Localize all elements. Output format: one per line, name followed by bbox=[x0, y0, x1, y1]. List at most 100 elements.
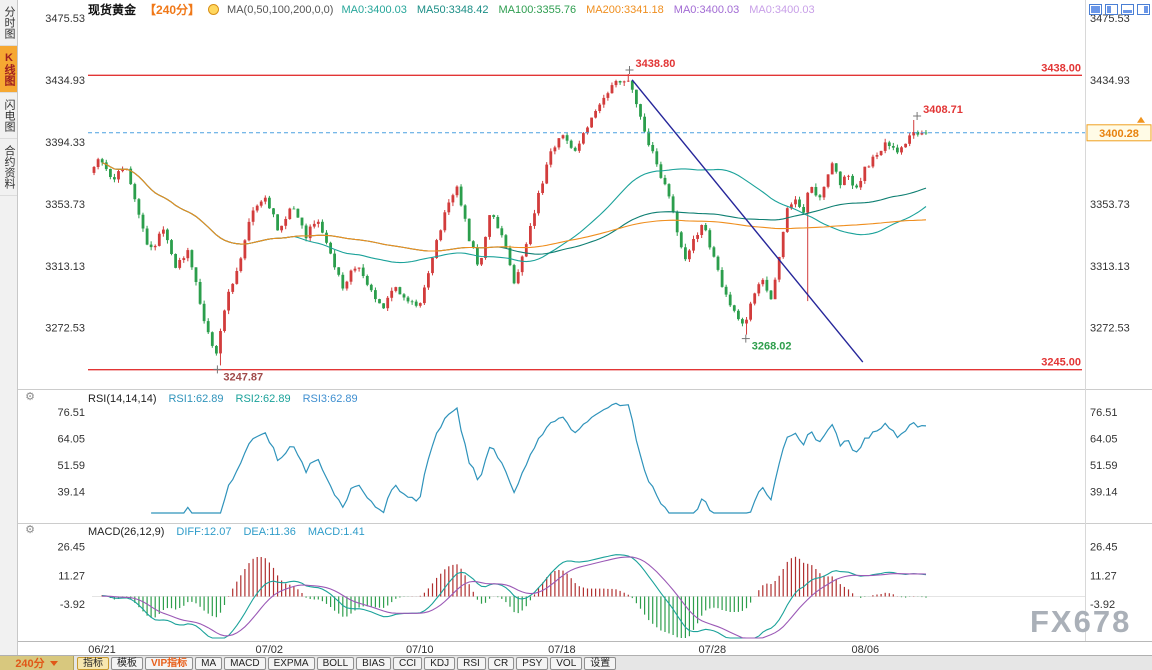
toolbar-button[interactable]: RSI bbox=[457, 656, 486, 670]
rsi-value: RSI3:62.89 bbox=[302, 392, 358, 405]
ma-value: MA100:3355.76 bbox=[498, 3, 577, 16]
axis-label: -3.92 bbox=[1090, 599, 1115, 611]
toolbar-button[interactable]: CR bbox=[487, 656, 515, 670]
axis-label: 39.14 bbox=[1090, 486, 1118, 498]
axis-label: 11.27 bbox=[1090, 570, 1117, 582]
sidebar-tab-3[interactable]: 闪电图 bbox=[0, 93, 17, 139]
toolbar-button[interactable]: 设置 bbox=[584, 656, 617, 670]
ma-values: MA0:3400.03 MA50:3348.42 MA100:3355.76 MA20… bbox=[341, 4, 814, 16]
toolbar-button[interactable]: BOLL bbox=[316, 656, 355, 670]
axis-label: 51.59 bbox=[1090, 460, 1118, 472]
sidebar-tab-2[interactable]: K线图 bbox=[0, 46, 17, 93]
axis-label: 3394.33 bbox=[45, 137, 85, 149]
axis-label: -3.92 bbox=[60, 599, 85, 611]
price-up-arrow-icon bbox=[1137, 116, 1145, 123]
rsi-title: RSI(14,14,14) bbox=[88, 392, 157, 405]
layout-grid-icon[interactable] bbox=[1137, 4, 1150, 15]
sidebar-tab-4[interactable]: 合约资料 bbox=[0, 139, 17, 196]
x-axis-label: 06/21 bbox=[88, 644, 116, 655]
macd-value: DEA:11.36 bbox=[243, 525, 296, 538]
price-line-label: 3438.00 bbox=[1041, 62, 1081, 74]
axis-label: 39.14 bbox=[57, 486, 85, 498]
macd-dea-line bbox=[102, 556, 927, 639]
axis-label: 26.45 bbox=[57, 542, 85, 554]
toolbar-button[interactable]: MACD bbox=[224, 656, 266, 670]
axis-label: 3313.13 bbox=[45, 261, 85, 273]
macd-histogram bbox=[101, 556, 927, 638]
rsi-value: RSI1:62.89 bbox=[168, 392, 224, 405]
rsi-value: RSI2:62.89 bbox=[235, 392, 291, 405]
axis-label: 51.59 bbox=[57, 460, 85, 472]
macd-value: MACD:1.41 bbox=[307, 525, 365, 538]
macd-title: MACD(26,12,9) bbox=[88, 525, 165, 538]
toolbar-button[interactable]: PSY bbox=[516, 656, 549, 670]
period-selector[interactable]: 240分 bbox=[0, 655, 74, 670]
toolbar-button[interactable]: 指标 bbox=[77, 656, 109, 670]
ma-settings-label: MA(0,50,100,200,0,0) bbox=[227, 3, 334, 16]
toolbar-button[interactable]: 模板 bbox=[111, 656, 143, 670]
chart-type-sidebar: 分时图 K线图 闪电图 合约资料 bbox=[0, 0, 18, 670]
layout-single-icon[interactable] bbox=[1089, 4, 1102, 15]
axis-label: 64.05 bbox=[1090, 433, 1118, 445]
axis-label: 64.05 bbox=[57, 433, 85, 445]
x-axis-label: 07/02 bbox=[255, 644, 283, 655]
period-label: 240分 bbox=[15, 658, 45, 670]
x-axis-label: 08/06 bbox=[852, 644, 880, 655]
indicator-buttons: 指标 模板 VIP指标 MA MACD EXPMA BOLL BIAS CCI KDJ RSI CR P… bbox=[77, 656, 617, 670]
price-line-label: 3245.00 bbox=[1041, 357, 1081, 369]
layout-icons-group bbox=[1089, 4, 1150, 15]
axis-label: 3353.73 bbox=[1090, 199, 1130, 211]
price-annotation: 3247.87 bbox=[223, 371, 263, 383]
toolbar-button[interactable]: CCI bbox=[392, 656, 423, 670]
axis-label: 3313.13 bbox=[1090, 261, 1130, 273]
macd-diff-line bbox=[102, 554, 927, 639]
layout-columns-icon[interactable] bbox=[1105, 4, 1118, 15]
axis-label: 3475.53 bbox=[45, 13, 85, 25]
macd-header: MACD(26,12,9) DIFF:12.07 DEA:11.36 MACD:1.… bbox=[88, 525, 365, 538]
rsi-header: RSI(14,14,14) RSI1:62.89 RSI2:62.89 RSI3:6… bbox=[88, 392, 358, 405]
watermark: FX678 bbox=[1030, 604, 1132, 639]
toolbar-button[interactable]: BIAS bbox=[356, 656, 391, 670]
toolbar-button[interactable]: VOL bbox=[550, 656, 583, 670]
period-tag: 【240分】 bbox=[144, 3, 201, 17]
axis-label: 11.27 bbox=[58, 570, 85, 582]
x-axis-label: 07/28 bbox=[699, 644, 727, 655]
toolbar-button[interactable]: MA bbox=[195, 656, 223, 670]
chart-canvas[interactable]: 3438.00 3245.00 3400.28 3438.80 3408.71 3247.… bbox=[0, 0, 1152, 655]
macd-settings-icon[interactable]: ⚙ bbox=[25, 524, 35, 536]
price-annotation: 3408.71 bbox=[923, 104, 963, 116]
price-annotation: 3438.80 bbox=[636, 58, 676, 70]
ma-line bbox=[102, 162, 927, 252]
axis-label: 26.45 bbox=[1090, 542, 1118, 554]
macd-value: DIFF:12.07 bbox=[176, 525, 232, 538]
candles bbox=[92, 74, 928, 366]
ma-value: MA0:3400.03 bbox=[749, 3, 815, 16]
rsi-settings-icon[interactable]: ⚙ bbox=[25, 391, 35, 403]
toolbar-button[interactable]: VIP指标 bbox=[145, 656, 194, 670]
axis-label: 3434.93 bbox=[1090, 75, 1130, 87]
bottom-toolbar: 240分 指标 模板 VIP指标 MA MACD EXPMA BOLL BIAS CCI KDJ R… bbox=[0, 655, 1152, 670]
chart-header: 现货黄金 【240分】 MA(0,50,100,200,0,0) MA0:340… bbox=[88, 2, 815, 17]
toolbar-button[interactable]: KDJ bbox=[424, 656, 456, 670]
last-price-tag bbox=[1086, 124, 1152, 142]
symbol-name: 现货黄金 bbox=[88, 3, 137, 17]
sidebar-tab-1[interactable]: 分时图 bbox=[0, 0, 17, 46]
rsi-line bbox=[151, 402, 927, 514]
last-price-label: 3400.28 bbox=[1099, 128, 1139, 140]
coin-icon[interactable] bbox=[208, 4, 220, 15]
axis-label: 76.51 bbox=[57, 407, 85, 419]
axis-label: 3434.93 bbox=[45, 75, 85, 87]
x-axis-label: 07/10 bbox=[406, 644, 434, 655]
ma-value: MA0:3400.03 bbox=[673, 3, 740, 16]
dropdown-caret-icon bbox=[49, 660, 58, 666]
ma-value: MA0:3400.03 bbox=[341, 3, 407, 16]
layout-rows-icon[interactable] bbox=[1121, 4, 1134, 15]
ma-value: MA200:3341.18 bbox=[586, 3, 664, 16]
trendline[interactable] bbox=[631, 79, 864, 363]
axis-label: 3353.73 bbox=[45, 199, 85, 211]
axis-label: 3272.53 bbox=[1090, 323, 1130, 335]
axis-label: 3475.53 bbox=[1090, 13, 1130, 25]
toolbar-button[interactable]: EXPMA bbox=[267, 656, 315, 670]
price-annotation: 3268.02 bbox=[752, 341, 792, 353]
